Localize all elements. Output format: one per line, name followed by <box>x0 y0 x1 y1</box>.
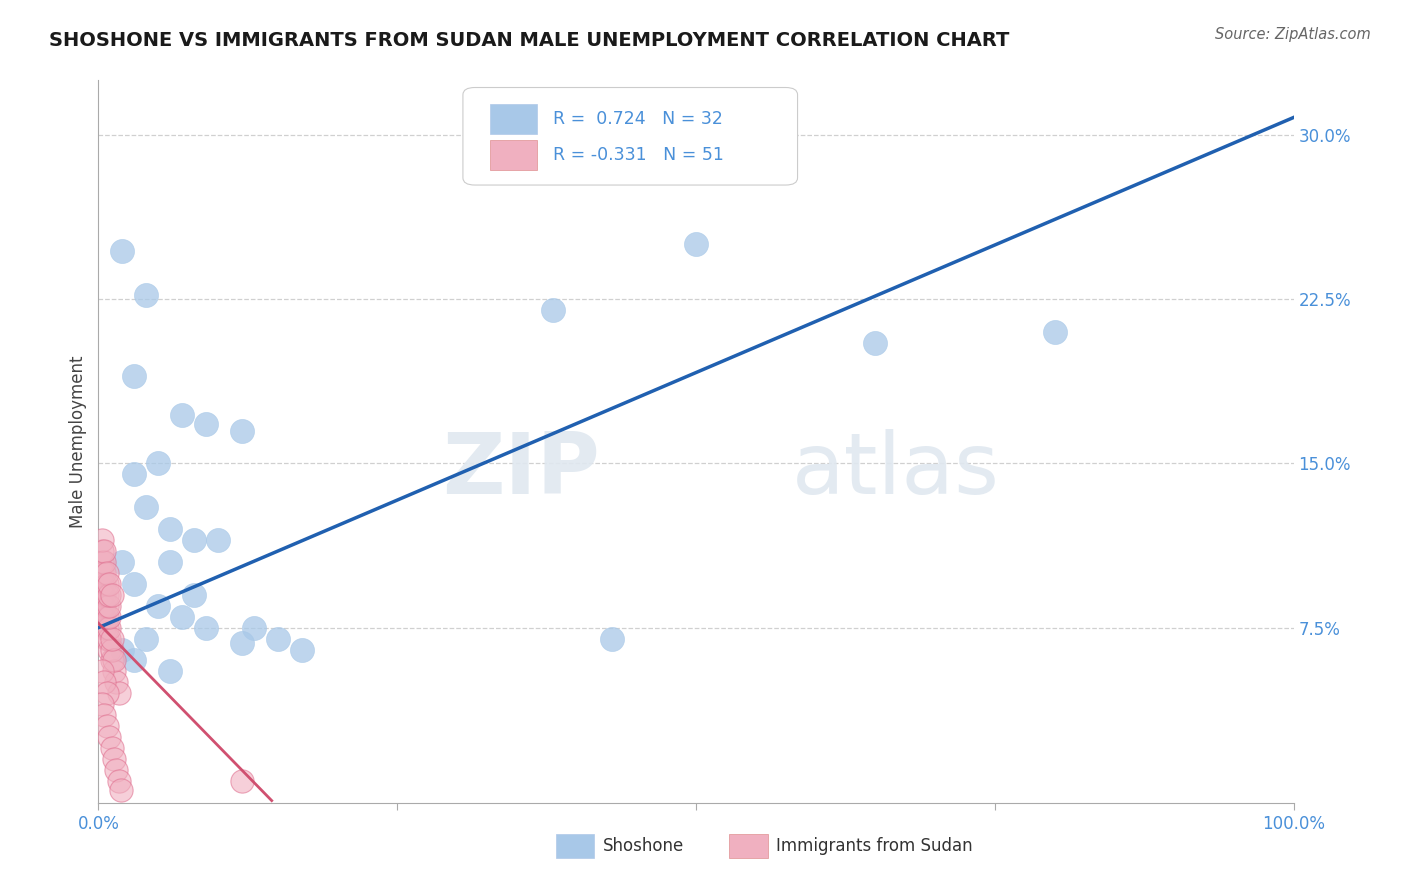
Point <box>98 599 121 613</box>
Point <box>105 763 128 777</box>
Point <box>159 522 181 536</box>
Point <box>100 642 122 657</box>
Point <box>243 621 266 635</box>
Text: Immigrants from Sudan: Immigrants from Sudan <box>776 838 973 855</box>
Text: R = -0.331   N = 51: R = -0.331 N = 51 <box>553 145 724 164</box>
Point <box>207 533 229 547</box>
Point <box>100 632 122 646</box>
Point <box>865 336 887 351</box>
Point <box>100 588 122 602</box>
Point <box>91 665 114 679</box>
Point <box>96 686 118 700</box>
Point <box>96 609 118 624</box>
Point <box>91 544 114 558</box>
Point <box>91 566 114 580</box>
Point <box>93 544 115 558</box>
Text: atlas: atlas <box>792 429 1000 512</box>
Point <box>91 599 114 613</box>
Point <box>93 675 115 690</box>
Point <box>541 303 564 318</box>
Point <box>96 566 118 580</box>
Point <box>91 698 114 712</box>
Point <box>91 533 114 547</box>
Point <box>172 609 194 624</box>
Point <box>96 599 118 613</box>
Point <box>96 577 118 591</box>
Point <box>195 621 218 635</box>
Point <box>172 409 194 423</box>
Point <box>124 368 146 383</box>
Point <box>135 500 157 515</box>
Point <box>111 244 134 258</box>
Point <box>91 577 114 591</box>
Point <box>124 653 146 667</box>
Point <box>602 632 624 646</box>
Point <box>93 609 115 624</box>
Point <box>96 719 118 733</box>
Point <box>93 708 115 723</box>
Point <box>110 782 132 797</box>
Point <box>148 599 170 613</box>
Point <box>159 555 181 569</box>
Point <box>231 424 253 438</box>
Text: ZIP: ZIP <box>443 429 600 512</box>
Point <box>195 417 218 431</box>
Text: SHOSHONE VS IMMIGRANTS FROM SUDAN MALE UNEMPLOYMENT CORRELATION CHART: SHOSHONE VS IMMIGRANTS FROM SUDAN MALE U… <box>49 31 1010 50</box>
Point <box>267 632 290 646</box>
Point <box>96 621 118 635</box>
Point <box>93 555 115 569</box>
Point <box>103 665 125 679</box>
Point <box>103 653 125 667</box>
Point <box>98 588 121 602</box>
Point <box>1043 325 1066 339</box>
FancyBboxPatch shape <box>730 834 768 858</box>
Point <box>105 675 128 690</box>
Point <box>96 632 118 646</box>
Point <box>111 642 134 657</box>
Point <box>98 632 121 646</box>
Point <box>103 752 125 766</box>
Point <box>93 599 115 613</box>
Point <box>91 555 114 569</box>
Point <box>135 288 157 302</box>
Point <box>111 555 134 569</box>
Point <box>93 588 115 602</box>
Point <box>93 566 115 580</box>
Point <box>91 588 114 602</box>
Point <box>98 642 121 657</box>
Point <box>291 642 314 657</box>
FancyBboxPatch shape <box>491 139 537 169</box>
Point <box>100 653 122 667</box>
Point <box>183 533 205 547</box>
Point <box>98 609 121 624</box>
Point <box>124 467 146 482</box>
Point <box>98 621 121 635</box>
Text: Source: ZipAtlas.com: Source: ZipAtlas.com <box>1215 27 1371 42</box>
Point <box>231 636 253 650</box>
Point <box>91 609 114 624</box>
Point <box>107 773 129 788</box>
Point <box>96 588 118 602</box>
Point <box>100 741 122 756</box>
Point <box>93 621 115 635</box>
FancyBboxPatch shape <box>557 834 595 858</box>
Point <box>124 577 146 591</box>
Point <box>135 632 157 646</box>
Y-axis label: Male Unemployment: Male Unemployment <box>69 355 87 528</box>
Point <box>98 577 121 591</box>
Text: R =  0.724   N = 32: R = 0.724 N = 32 <box>553 111 723 128</box>
Point <box>159 665 181 679</box>
Point <box>183 588 205 602</box>
FancyBboxPatch shape <box>463 87 797 185</box>
Point <box>98 730 121 744</box>
Point <box>685 237 707 252</box>
FancyBboxPatch shape <box>491 104 537 135</box>
Point <box>93 577 115 591</box>
Point <box>148 457 170 471</box>
Point <box>107 686 129 700</box>
Text: Shoshone: Shoshone <box>603 838 683 855</box>
Point <box>231 773 253 788</box>
